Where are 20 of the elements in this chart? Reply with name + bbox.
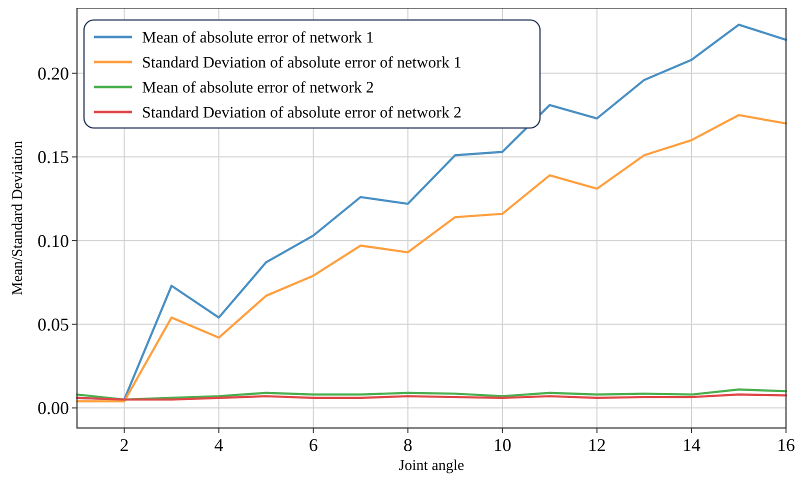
x-tick-label: 16 — [777, 435, 795, 455]
x-tick-label: 4 — [214, 435, 224, 455]
legend-label: Standard Deviation of absolute error of network 1 — [142, 54, 462, 72]
x-tick-label: 10 — [493, 435, 512, 455]
x-axis-title: Joint angle — [398, 458, 465, 474]
x-tick-label: 2 — [120, 435, 129, 455]
y-axis-title: Mean/Standard Deviation — [10, 140, 26, 296]
y-tick-label: 0.20 — [38, 64, 69, 84]
legend-label: Mean of absolute error of network 2 — [142, 80, 374, 97]
legend-label: Mean of absolute error of network 1 — [142, 30, 374, 47]
y-tick-label: 0.05 — [38, 314, 69, 335]
x-tick-label: 12 — [588, 435, 606, 455]
x-tick-label: 14 — [682, 435, 700, 455]
y-tick-label: 0.10 — [38, 230, 69, 251]
line-series — [76, 388, 788, 401]
y-tick-label: 0.00 — [38, 398, 69, 418]
x-tick-label: 6 — [308, 435, 318, 455]
x-tick-label: 8 — [403, 435, 412, 455]
y-tick-label: 0.15 — [38, 147, 69, 168]
legend-label: Standard Deviation of absolute error of network 2 — [142, 104, 462, 122]
